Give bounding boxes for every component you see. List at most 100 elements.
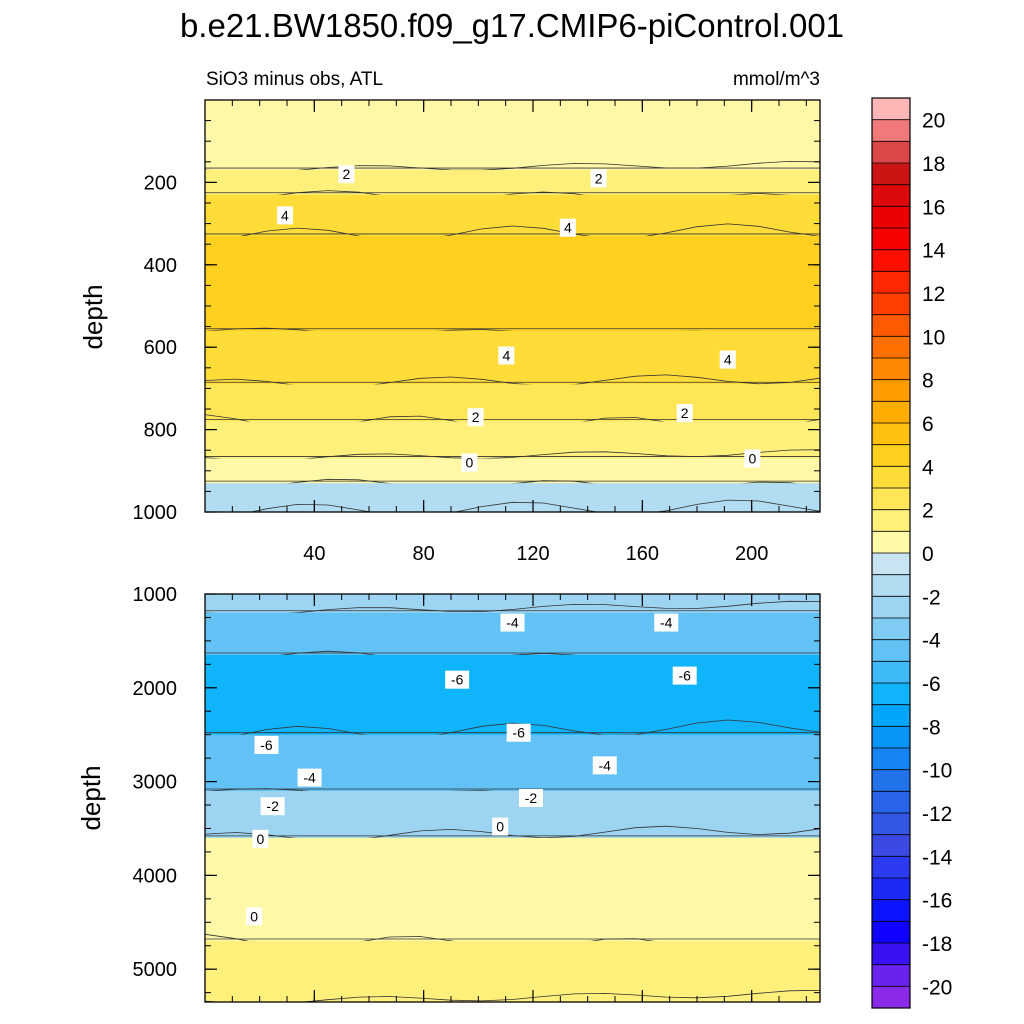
colorbar-swatch bbox=[872, 683, 910, 705]
contour-label: 4 bbox=[564, 220, 572, 236]
y-tick-label: 200 bbox=[144, 172, 177, 194]
colorbar-swatch bbox=[872, 119, 910, 142]
colorbar-tick-label: 8 bbox=[922, 370, 934, 393]
y-tick-label: 1000 bbox=[133, 584, 178, 606]
contour-label: -6 bbox=[451, 672, 464, 688]
colorbar-swatch bbox=[872, 661, 910, 684]
lower-panel: 1000 2000 3000 4000 5000 -4 -4 -6 -6 -6 -6 -4 -4 -2 -2… bbox=[133, 584, 821, 1003]
colorbar: 20181614121086420-2-4-6-8-10-12-14-16-18… bbox=[871, 97, 953, 1009]
colorbar-swatch bbox=[872, 336, 910, 359]
colorbar-swatch bbox=[872, 878, 910, 900]
colorbar-swatch bbox=[872, 141, 910, 164]
colorbar-swatch bbox=[872, 704, 910, 727]
colorbar-tick-label: 4 bbox=[922, 456, 934, 479]
colorbar-tick-label: -8 bbox=[922, 716, 941, 739]
colorbar-tick-label: 0 bbox=[922, 543, 934, 566]
contour-label-box bbox=[676, 404, 693, 423]
panel-fill bbox=[205, 594, 820, 1002]
contour-label-box bbox=[297, 768, 322, 787]
contour-label-box bbox=[654, 613, 679, 632]
colorbar-swatch bbox=[872, 98, 910, 120]
contour-label-box bbox=[592, 756, 617, 775]
contour-label-box bbox=[252, 829, 269, 848]
contour-band bbox=[205, 100, 820, 179]
contour-label: 4 bbox=[281, 207, 289, 223]
colorbar-swatch bbox=[872, 184, 910, 207]
contour-label: 0 bbox=[466, 455, 474, 471]
colorbar-swatch bbox=[872, 791, 910, 814]
y-tick-label: 4000 bbox=[133, 865, 178, 887]
contour-label-box bbox=[559, 218, 576, 237]
contour-label-box bbox=[260, 797, 285, 816]
lower-y-axis-label: depth bbox=[76, 765, 106, 830]
colorbar-tick-label: 2 bbox=[922, 500, 934, 523]
subtitle-right: mmol/m^3 bbox=[733, 69, 820, 90]
contour-label-box bbox=[467, 408, 484, 427]
colorbar-tick-label: 20 bbox=[922, 110, 945, 133]
contour-label-box bbox=[445, 670, 470, 689]
contour-label: 0 bbox=[748, 450, 756, 466]
colorbar-swatch bbox=[872, 293, 910, 315]
colorbar-swatch bbox=[872, 249, 910, 272]
contour-label-box bbox=[518, 789, 543, 807]
contour-label: -6 bbox=[512, 725, 525, 741]
colorbar-tick-label: -20 bbox=[922, 976, 952, 999]
contour-label: -2 bbox=[525, 790, 538, 806]
y-tick-label: 5000 bbox=[133, 959, 178, 981]
colorbar-swatch bbox=[872, 206, 910, 229]
colorbar-swatch bbox=[872, 964, 910, 987]
x-tick-label: 120 bbox=[516, 543, 549, 565]
colorbar-swatch bbox=[872, 553, 910, 575]
contour-label: -6 bbox=[260, 737, 273, 753]
contour-label: 2 bbox=[595, 170, 603, 186]
contour-label-box bbox=[498, 346, 515, 365]
panel-fill bbox=[205, 100, 820, 512]
contour-band bbox=[205, 941, 820, 1002]
contour-label: 2 bbox=[681, 405, 689, 421]
colorbar-tick-label: -14 bbox=[922, 846, 953, 869]
contour-band bbox=[205, 235, 820, 339]
colorbar-swatch bbox=[872, 618, 910, 640]
contour-label-box bbox=[744, 449, 761, 468]
contour-label: -4 bbox=[599, 757, 612, 773]
colorbar-swatch bbox=[872, 228, 910, 250]
contour-label-box bbox=[719, 350, 736, 369]
contour-label: 2 bbox=[472, 409, 480, 425]
x-tick-label: 200 bbox=[735, 543, 768, 565]
y-tick-label: 400 bbox=[144, 255, 177, 277]
colorbar-frame bbox=[871, 97, 911, 1009]
colorbar-tick-label: -2 bbox=[922, 586, 941, 609]
colorbar-tick-label: 6 bbox=[922, 413, 934, 436]
contour-band bbox=[205, 734, 820, 799]
contour-band bbox=[205, 194, 820, 244]
colorbar-tick-label: 14 bbox=[922, 240, 946, 263]
colorbar-swatch bbox=[872, 314, 910, 337]
contour-label: 4 bbox=[724, 352, 732, 368]
y-tick-label: 600 bbox=[144, 337, 177, 359]
colorbar-swatch bbox=[872, 943, 910, 965]
contour-label-box bbox=[254, 735, 279, 754]
colorbar-tick-label: -10 bbox=[922, 760, 952, 783]
colorbar-swatch bbox=[872, 769, 910, 792]
colorbar-tick-label: -18 bbox=[922, 933, 952, 956]
colorbar-swatch bbox=[872, 423, 910, 445]
contour-line bbox=[205, 788, 820, 842]
contour-line bbox=[205, 192, 820, 243]
colorbar-swatch bbox=[872, 379, 910, 402]
colorbar-swatch bbox=[872, 856, 910, 879]
contour-label-box bbox=[672, 666, 697, 685]
contour-band bbox=[205, 790, 820, 846]
y-tick-label: 1000 bbox=[133, 502, 178, 524]
y-tick-label: 800 bbox=[144, 420, 177, 442]
x-tick-label: 160 bbox=[626, 543, 659, 565]
colorbar-swatch bbox=[872, 488, 910, 510]
contour-label-box bbox=[590, 169, 607, 188]
contour-label: -4 bbox=[660, 615, 673, 631]
contour-label: -4 bbox=[506, 615, 519, 631]
colorbar-tick-label: -6 bbox=[922, 673, 941, 696]
contour-label-box bbox=[492, 817, 509, 836]
contour-line bbox=[205, 480, 820, 512]
contour-band bbox=[205, 837, 820, 950]
contour-label: 0 bbox=[496, 819, 504, 835]
